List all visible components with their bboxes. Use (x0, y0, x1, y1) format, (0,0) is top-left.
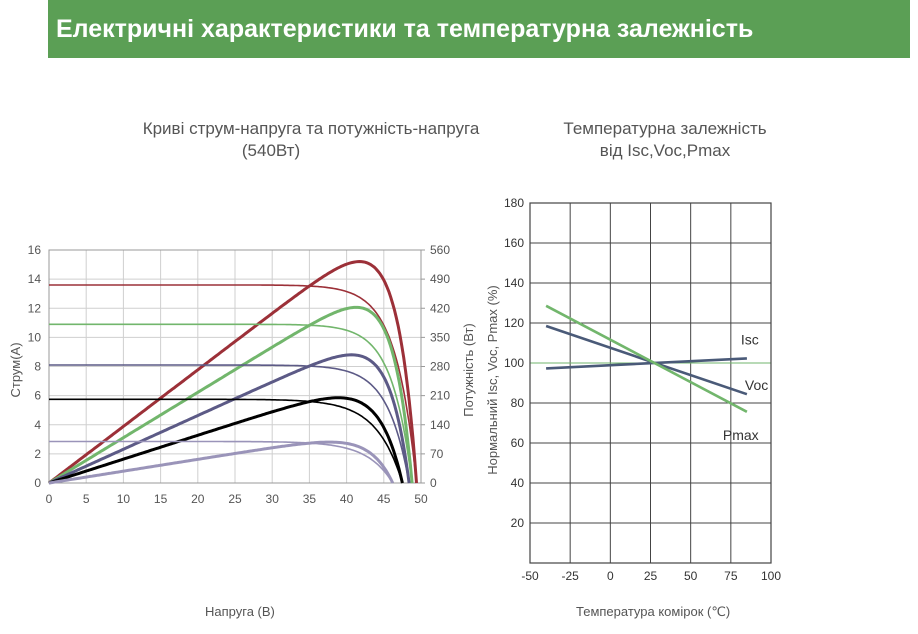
temp-x-tick-label: 0 (607, 569, 614, 583)
temp-series-label-pmax: Pmax (723, 427, 759, 443)
temp-y-tick-label: 80 (511, 396, 525, 410)
temp-y-axis-label: Нормальний Isc, Voc, Pmax (%) (485, 285, 500, 475)
iv-chart-caption: Криві струм-напруга та потужність-напруг… (80, 118, 542, 162)
iv-y2-tick-label: 560 (430, 243, 450, 257)
temp-series-label-isc: Isc (741, 331, 759, 347)
iv-y-tick-label: 12 (28, 301, 42, 315)
iv-x-axis-label: Напруга (В) (205, 604, 275, 619)
iv-y2-tick-label: 490 (430, 272, 450, 286)
iv-y2-tick-label: 350 (430, 330, 450, 344)
iv-plot-frame (48, 249, 422, 484)
temp-x-tick-label: 25 (644, 569, 658, 583)
iv-y-tick-label: 16 (28, 243, 42, 257)
iv-x-tick-label: 10 (117, 492, 131, 506)
temp-chart-caption: Температурна залежність від Isc,Voc,Pmax (520, 118, 810, 162)
iv-y2-axis-label: Потужність (Вт) (461, 323, 476, 417)
iv-y2-tick-label: 70 (430, 447, 444, 461)
temp-y-tick-label: 140 (504, 276, 524, 290)
pv-curve-0 (48, 259, 418, 485)
pv-curve-4 (48, 440, 395, 485)
pv-curve-3 (48, 396, 404, 485)
temp-y-tick-label: 20 (511, 516, 525, 530)
temp-y-tick-label: 120 (504, 316, 524, 330)
temp-series-label-voc: Voc (745, 377, 768, 393)
iv-caption-line2: (540Вт) (241, 141, 301, 160)
iv-curve-2 (49, 364, 410, 484)
temp-y-tick-label: 160 (504, 236, 524, 250)
temp-x-tick-label: 100 (761, 569, 781, 583)
iv-y-axis-label: Струм(А) (8, 342, 23, 397)
iv-y-tick-label: 6 (34, 389, 41, 403)
iv-y2-tick-label: 140 (430, 418, 450, 432)
temp-x-tick-label: 75 (724, 569, 738, 583)
iv-x-tick-label: 45 (377, 492, 391, 506)
temp-x-tick-label: 50 (684, 569, 698, 583)
temp-y-tick-label: 100 (504, 356, 524, 370)
page-banner: Електричні характеристики та температурн… (48, 0, 910, 58)
iv-y2-tick-label: 0 (430, 476, 437, 490)
iv-y2-tick-label: 210 (430, 389, 450, 403)
iv-y-tick-label: 0 (34, 476, 41, 490)
temp-x-axis-label: Температура комірок (℃) (576, 604, 731, 619)
iv-y2-tick-label: 280 (430, 360, 450, 374)
iv-curve-3 (49, 398, 404, 484)
iv-caption-line1: Криві струм-напруга та потужність-напруг… (142, 119, 480, 138)
iv-x-tick-label: 30 (266, 492, 280, 506)
iv-y2-tick-label: 420 (430, 301, 450, 315)
temp-line-pmax (545, 304, 748, 413)
iv-x-tick-label: 40 (340, 492, 354, 506)
temp-caption-line1: Температурна залежність (563, 119, 767, 138)
temp-line-isc (546, 357, 747, 370)
temp-plot-frame (529, 202, 772, 564)
iv-x-tick-label: 5 (83, 492, 90, 506)
iv-x-tick-label: 50 (414, 492, 428, 506)
temp-x-tick-label: -25 (561, 569, 579, 583)
temp-y-tick-label: 40 (511, 476, 525, 490)
pv-curve-1 (48, 305, 414, 485)
temp-y-tick-label: 60 (511, 436, 525, 450)
iv-x-tick-label: 25 (228, 492, 242, 506)
pv-curve-2 (48, 353, 411, 485)
iv-y-tick-label: 10 (28, 330, 42, 344)
iv-x-tick-label: 35 (303, 492, 317, 506)
iv-curve-0 (49, 284, 418, 484)
iv-x-tick-label: 15 (154, 492, 168, 506)
temp-x-tick-label: -50 (521, 569, 539, 583)
iv-x-tick-label: 0 (46, 492, 53, 506)
iv-y-tick-label: 4 (34, 418, 41, 432)
iv-curve-4 (49, 440, 394, 484)
temp-y-tick-label: 180 (504, 196, 524, 210)
iv-y-tick-label: 8 (34, 360, 41, 374)
temp-caption-line2: від Isc,Voc,Pmax (599, 141, 731, 160)
iv-x-tick-label: 20 (191, 492, 205, 506)
iv-curve-1 (49, 323, 413, 484)
iv-y-tick-label: 14 (28, 272, 42, 286)
iv-y-tick-label: 2 (34, 447, 41, 461)
